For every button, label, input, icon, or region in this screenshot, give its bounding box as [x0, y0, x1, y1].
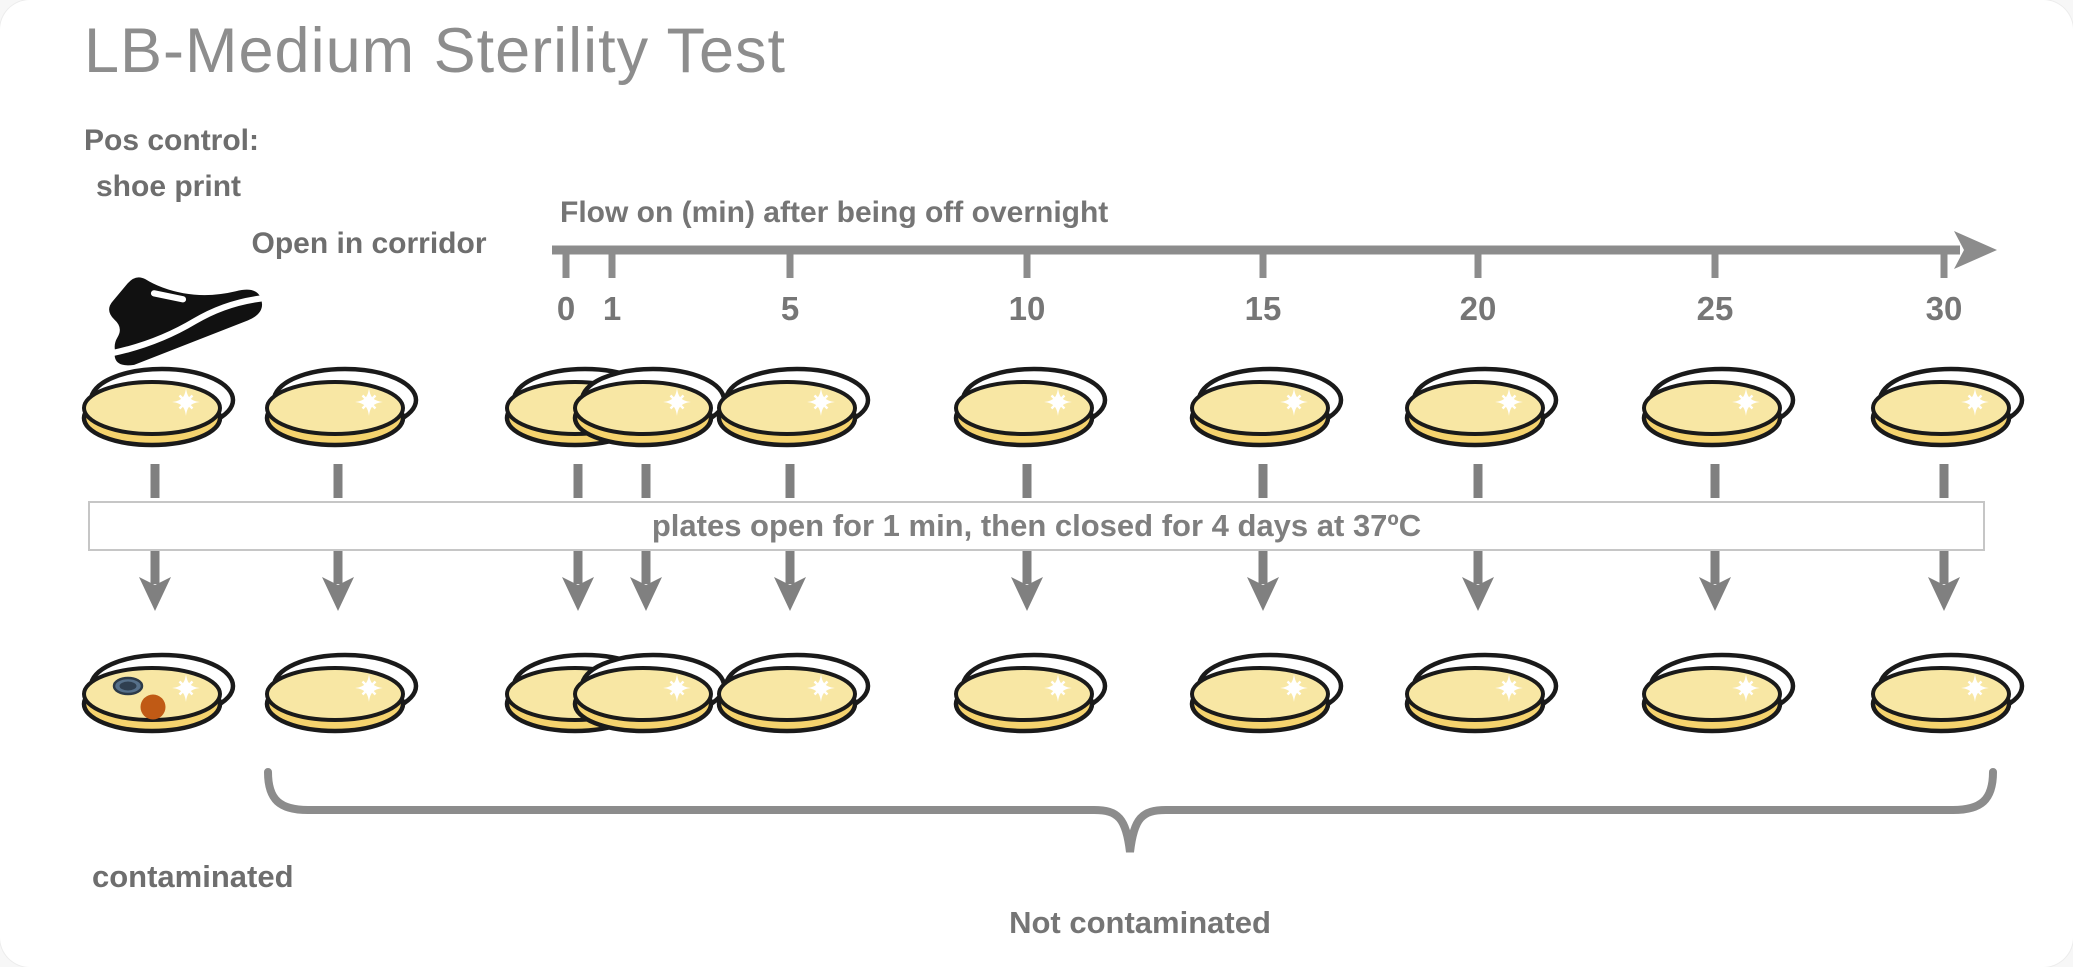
axis-tick	[1023, 250, 1031, 278]
connector-dash	[1939, 464, 1949, 498]
down-arrow-icon	[322, 551, 354, 611]
petri-dish	[1641, 652, 1796, 734]
sparkle-icon	[355, 674, 383, 702]
sparkle-icon	[1495, 388, 1523, 416]
petri-dish	[1189, 652, 1344, 734]
down-arrow-icon	[562, 551, 594, 611]
axis-tick	[786, 250, 794, 278]
sparkle-icon	[172, 674, 200, 702]
sparkle-icon	[1044, 388, 1072, 416]
axis-tick	[1474, 250, 1482, 278]
down-arrow-icon	[1462, 551, 1494, 611]
sparkle-icon	[1280, 388, 1308, 416]
sparkle-icon	[1495, 674, 1523, 702]
sparkle-icon	[1961, 388, 1989, 416]
not-contaminated-label: Not contaminated	[1009, 905, 1271, 940]
sparkle-icon	[1280, 674, 1308, 702]
down-arrow-icon	[1928, 551, 1960, 611]
axis-tick	[1940, 250, 1948, 278]
open-in-corridor-label: Open in corridor	[251, 227, 487, 260]
sparkle-icon	[807, 388, 835, 416]
petri-dish	[1870, 652, 2025, 734]
down-arrow-icon	[774, 551, 806, 611]
pos-control-label-line2: shoe print	[96, 170, 242, 203]
axis-tick	[1259, 250, 1267, 278]
sparkle-icon	[1732, 388, 1760, 416]
axis-tick-label: 0	[557, 290, 575, 327]
page-title: LB-Medium Sterility Test	[84, 16, 787, 86]
sparkle-icon	[1732, 674, 1760, 702]
sparkle-icon	[1961, 674, 1989, 702]
axis-tick-label: 15	[1245, 290, 1282, 327]
sparkle-icon	[172, 388, 200, 416]
flow-axis: 0 1 5 10 15 20 25 30	[552, 231, 1997, 327]
incubation-banner: plates open for 1 min, then closed for 4…	[88, 501, 1985, 551]
axis-tick-label: 5	[781, 290, 799, 327]
axis-tick-label: 25	[1697, 290, 1734, 327]
petri-dish	[264, 366, 419, 448]
petri-dish	[1641, 366, 1796, 448]
flow-axis-title: Flow on (min) after being off overnight	[560, 196, 1109, 229]
down-arrow-icon	[630, 551, 662, 611]
axis-tick	[608, 250, 616, 278]
petri-dish	[716, 366, 871, 448]
axis-tick-label: 10	[1009, 290, 1046, 327]
petri-dish	[572, 652, 727, 734]
axis-tick	[562, 250, 570, 278]
incubation-banner-text: plates open for 1 min, then closed for 4…	[651, 508, 1422, 543]
pos-control-label-line1: Pos control:	[84, 124, 260, 157]
down-arrow-icon	[139, 551, 171, 611]
connector-dash	[641, 464, 651, 498]
petri-dish	[81, 366, 236, 448]
sparkle-icon	[355, 388, 383, 416]
colony-orange	[140, 694, 166, 720]
down-arrow-icon	[1011, 551, 1043, 611]
connector-dash	[785, 464, 795, 498]
connector-dash	[1473, 464, 1483, 498]
petri-dish	[1189, 366, 1344, 448]
petri-dish	[1404, 652, 1559, 734]
petri-dish	[1404, 366, 1559, 448]
connector-dash	[150, 464, 160, 498]
axis-tick	[1711, 250, 1719, 278]
axis-arrowhead-icon	[1954, 231, 1997, 269]
connector-dash	[1710, 464, 1720, 498]
petri-dish	[1870, 366, 2025, 448]
sparkle-icon	[663, 674, 691, 702]
sparkle-icon	[1044, 674, 1072, 702]
down-arrow-icon	[1247, 551, 1279, 611]
colony-blue-center	[119, 681, 137, 691]
not-contaminated-brace	[264, 768, 1997, 853]
connector-dash	[333, 464, 343, 498]
shoe-icon	[109, 265, 263, 366]
sparkle-icon	[807, 674, 835, 702]
sparkle-icon	[663, 388, 691, 416]
contaminated-label: contaminated	[92, 859, 294, 894]
petri-dish	[953, 366, 1108, 448]
connector-dash	[1258, 464, 1268, 498]
axis-tick-label: 20	[1460, 290, 1497, 327]
petri-dish	[953, 652, 1108, 734]
connector-dash	[1022, 464, 1032, 498]
petri-dish	[572, 366, 727, 448]
axis-tick-label: 30	[1926, 290, 1963, 327]
petri-dish	[716, 652, 871, 734]
axis-tick-label: 1	[603, 290, 621, 327]
down-arrow-icon	[1699, 551, 1731, 611]
petri-dish	[81, 652, 236, 734]
connector-dash	[573, 464, 583, 498]
petri-dish	[264, 652, 419, 734]
